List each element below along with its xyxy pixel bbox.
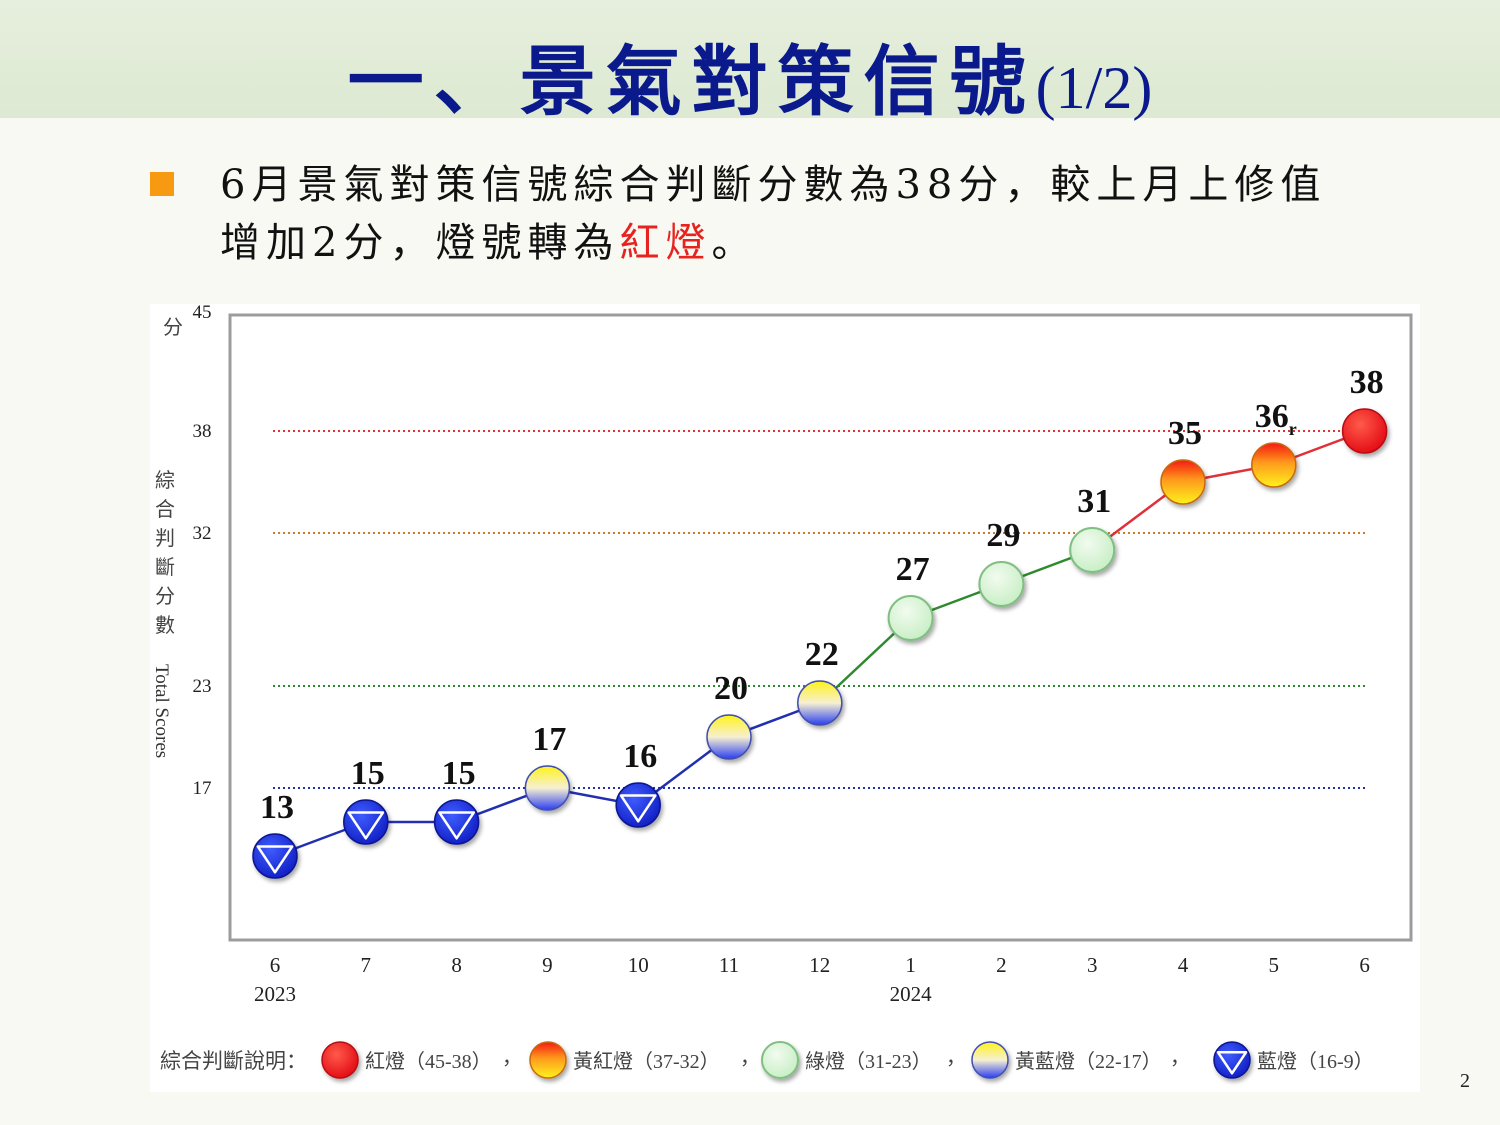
legend-separator: ，: [1170, 1047, 1190, 1069]
data-label: 35: [1168, 415, 1202, 452]
data-point: [1251, 442, 1297, 488]
y-axis-label-char: 斷: [155, 556, 175, 579]
data-label: 13: [260, 789, 294, 826]
y-unit-label: 分: [163, 316, 183, 339]
slide-title: 一、景氣對策信號(1/2): [0, 20, 1500, 130]
y-axis-label-char: 分: [155, 585, 175, 608]
data-point: [797, 680, 843, 726]
x-tick-label: 9: [542, 953, 553, 977]
legend-yellow-blue-icon: [971, 1041, 1009, 1079]
legend-label: 紅燈（45-38）: [365, 1050, 492, 1073]
summary-line-2: 增加2分，燈號轉為紅燈。: [220, 214, 1410, 272]
data-label: 16: [623, 738, 657, 775]
data-label: 29: [986, 517, 1020, 554]
data-label: 31: [1077, 483, 1111, 520]
y-axis-label-char: 綜: [155, 469, 175, 492]
data-point: [887, 595, 934, 641]
data-label: 27: [896, 551, 930, 588]
data-label: 15: [351, 755, 385, 792]
data-point: [343, 799, 389, 845]
legend-separator: ，: [502, 1047, 522, 1069]
x-tick-label: 12: [809, 953, 830, 977]
page-number: 2: [1460, 1070, 1470, 1092]
bullet-square-icon: [150, 172, 174, 196]
x-tick-label: 5: [1269, 953, 1280, 977]
legend-label: 黃紅燈（37-32）: [573, 1050, 720, 1073]
data-label: 38: [1350, 364, 1384, 401]
data-point: [433, 799, 480, 845]
data-point: [1160, 459, 1206, 505]
y-tick-label: 17: [193, 778, 212, 799]
x-tick-label: 11: [719, 953, 739, 977]
x-year-label: 2024: [890, 982, 933, 1006]
data-point: [706, 714, 752, 760]
x-tick-label: 2: [996, 953, 1007, 977]
data-point: [615, 782, 661, 828]
y-axis-label-char: 合: [155, 498, 175, 521]
data-label: 17: [532, 721, 566, 758]
data-point: [978, 561, 1025, 607]
y-tick-label: 38: [193, 421, 212, 442]
x-tick-label: 10: [628, 953, 649, 977]
legend-yellow-red-icon: [529, 1041, 567, 1079]
legend-separator: ，: [740, 1047, 760, 1069]
summary-red-light-text: 紅燈: [619, 220, 712, 266]
data-point: [1069, 527, 1116, 573]
title-suffix: (1/2): [1035, 55, 1153, 121]
summary-line-2-a: 增加2分，燈號轉為: [220, 220, 620, 266]
summary-text: 6月景氣對策信號綜合判斷分數為38分，較上月上修值 增加2分，燈號轉為紅燈。: [220, 156, 1410, 272]
x-tick-label: 8: [451, 953, 462, 977]
title-main: 一、景氣對策信號: [347, 37, 1036, 126]
data-label: 22: [805, 636, 839, 673]
data-point: [252, 833, 298, 879]
y-axis-label-cn: 綜合判斷分數: [155, 469, 175, 637]
legend-label: 藍燈（16-9）: [1257, 1050, 1374, 1073]
data-point: [524, 765, 571, 811]
y-tick-label: 32: [193, 523, 212, 544]
x-tick-label: 6: [1359, 953, 1370, 977]
x-year-label: 2023: [254, 982, 296, 1006]
data-label: 20: [714, 670, 748, 707]
y-axis-label-char: 數: [155, 614, 175, 637]
legend-label: 綠燈（31-23）: [805, 1050, 932, 1073]
data-label: 15: [442, 755, 476, 792]
y-axis-label-en: Total Scores: [151, 664, 172, 758]
legend-label: 黃藍燈（22-17）: [1015, 1050, 1162, 1073]
plot-frame: [228, 313, 1413, 942]
x-tick-label: 7: [361, 953, 372, 977]
title-band: [0, 0, 1500, 118]
y-axis-label-char: 判: [155, 527, 175, 550]
legend-green-icon: [761, 1041, 799, 1079]
legend-red-icon: [321, 1041, 359, 1079]
chart-panel: 分 綜合判斷分數 Total Scores 17 23 32 38 45 6 7 8 9 10 1…: [150, 302, 1420, 1092]
x-tick-label: 3: [1087, 953, 1098, 977]
x-tick-label: 1: [905, 953, 916, 977]
legend-separator: ，: [946, 1047, 966, 1069]
data-point: [1341, 408, 1388, 454]
summary-line-1: 6月景氣對策信號綜合判斷分數為38分，較上月上修值: [220, 162, 1327, 208]
legend-blue-icon: [1213, 1041, 1251, 1079]
y-tick-label: 45: [193, 304, 212, 323]
x-tick-label: 6: [270, 953, 281, 977]
summary-line-2-b: 。: [711, 220, 758, 266]
legend-title: 綜合判斷說明：: [160, 1049, 307, 1073]
y-tick-label: 23: [193, 676, 212, 697]
x-tick-label: 4: [1178, 953, 1189, 977]
